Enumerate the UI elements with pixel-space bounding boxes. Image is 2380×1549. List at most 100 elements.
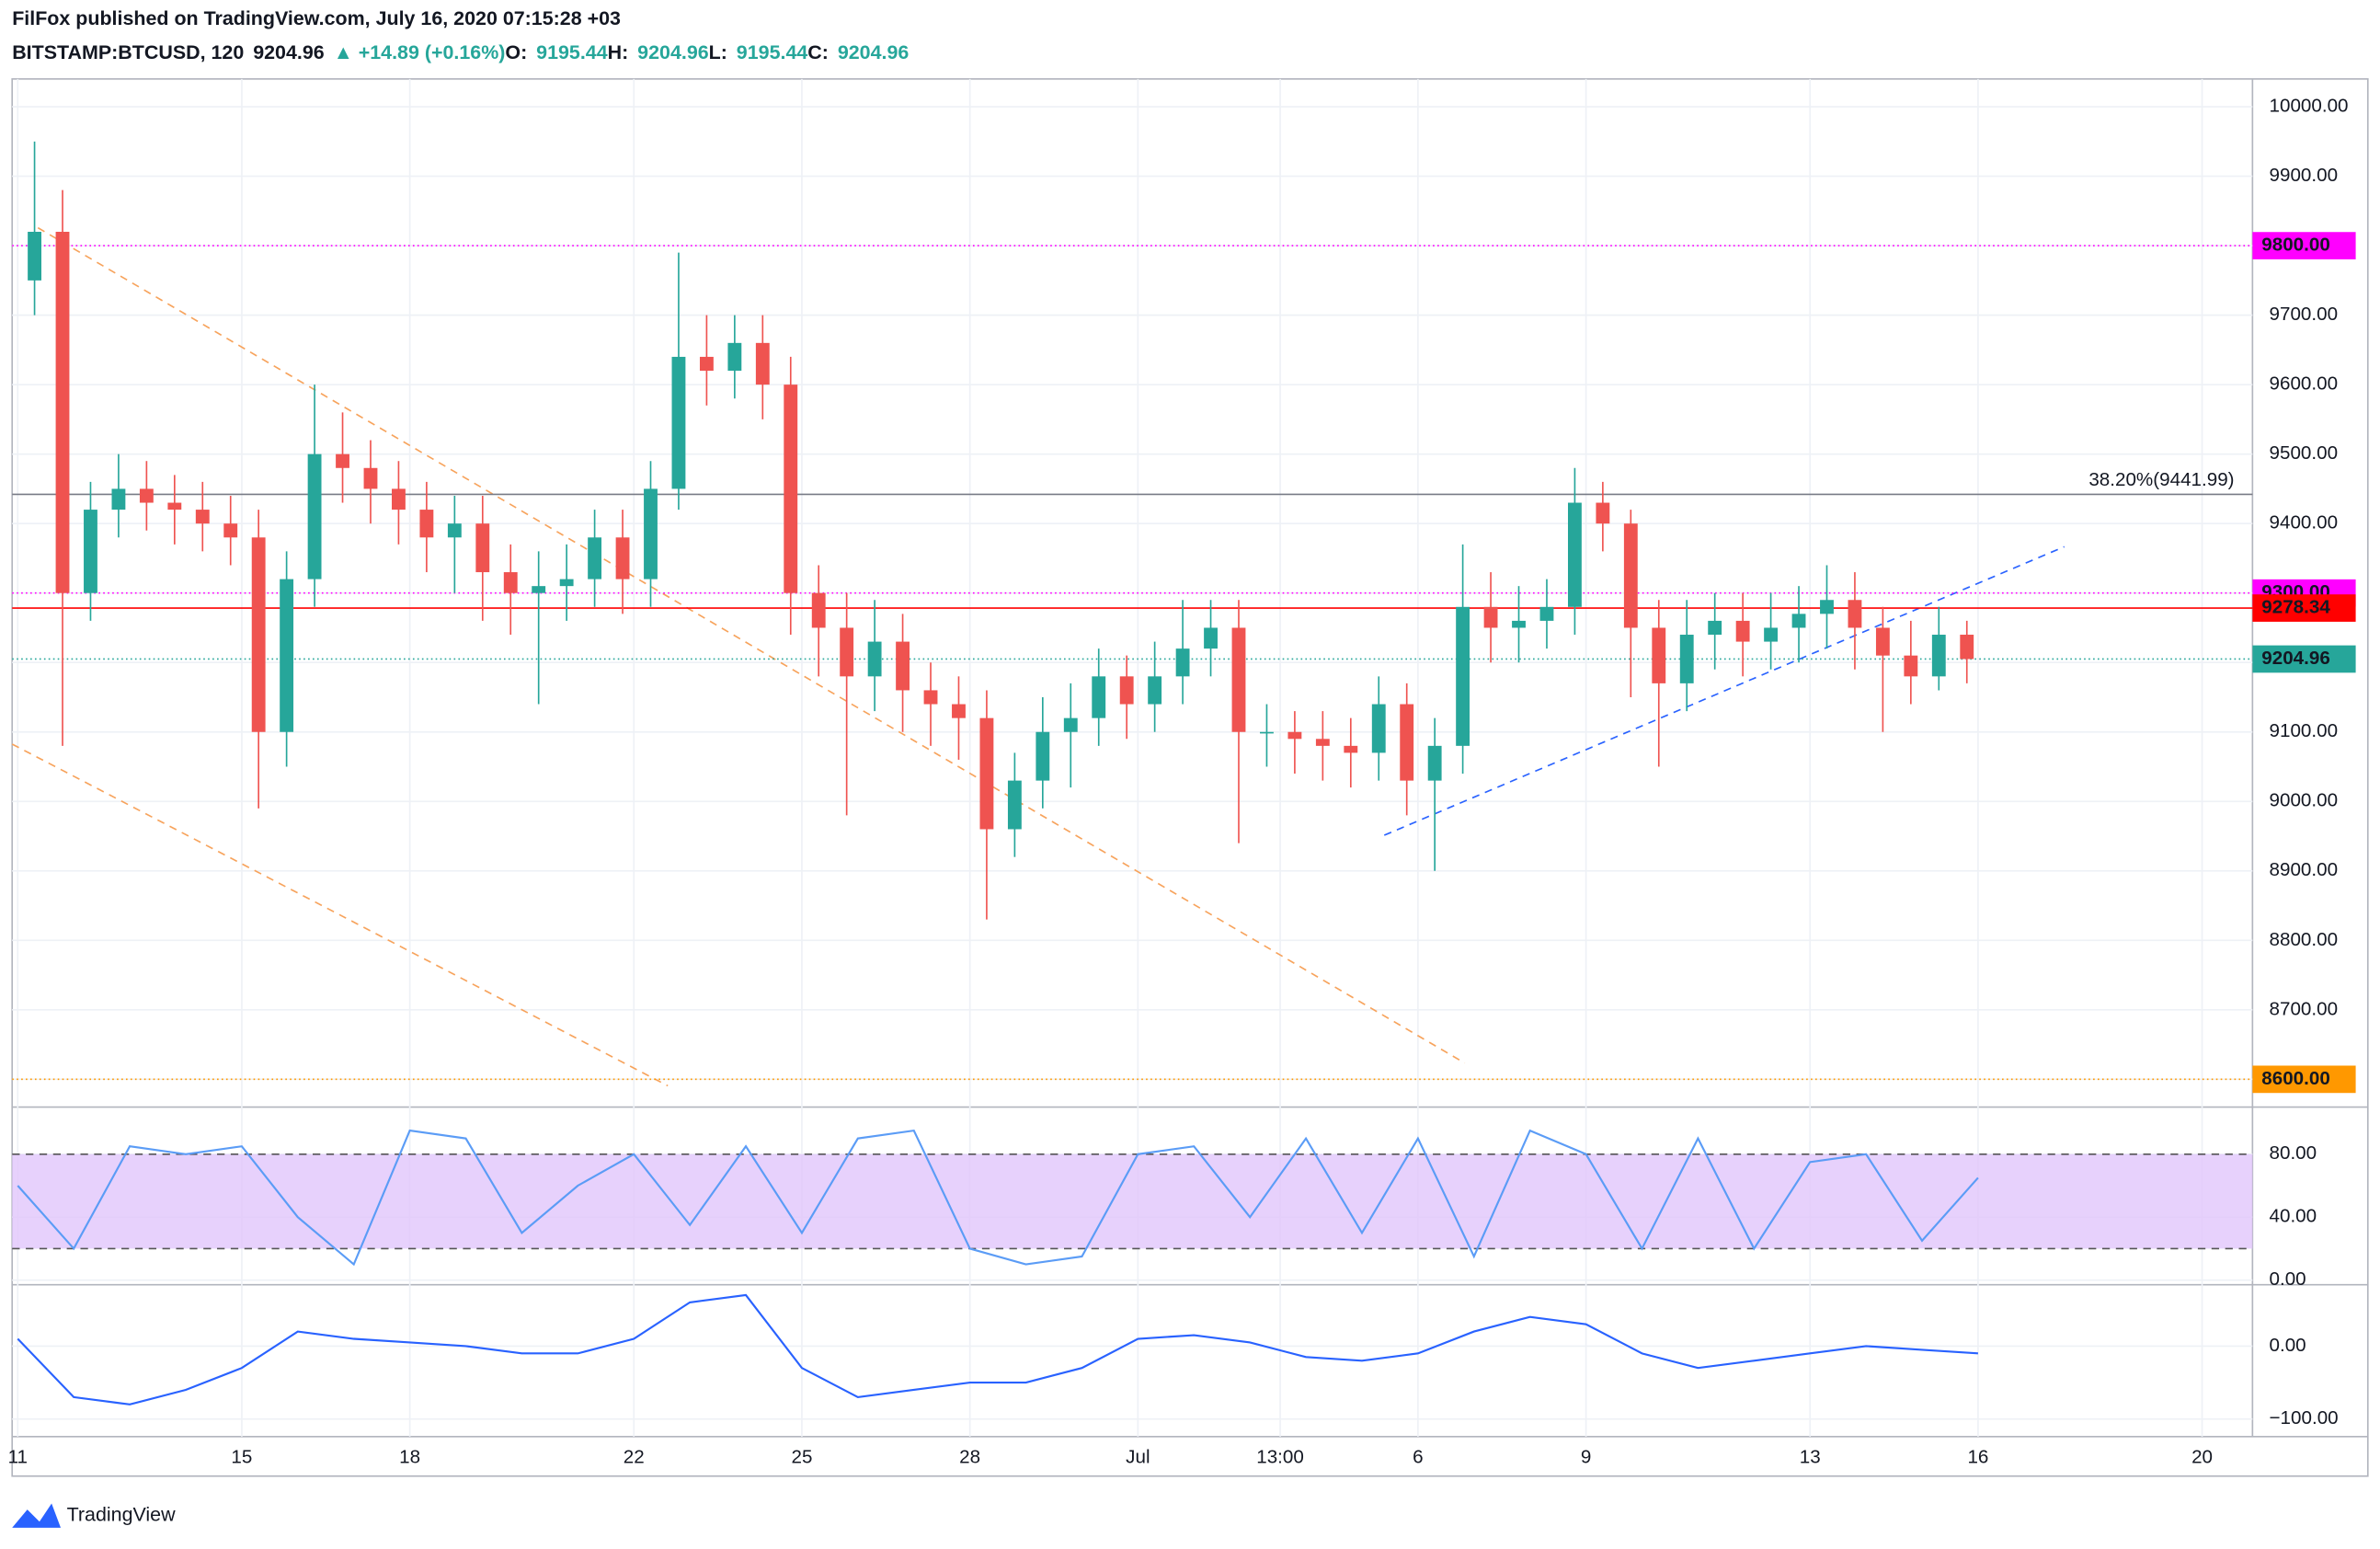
y-tick-label: 0.00 (2270, 1335, 2306, 1356)
trend-line (37, 226, 1466, 1064)
candle-body (644, 488, 658, 579)
header-segment: L: (709, 40, 727, 63)
candle-body (699, 356, 714, 372)
candle-body (840, 627, 854, 677)
header-segment: 9204.96 (253, 40, 325, 63)
candle-body (1652, 627, 1666, 683)
y-tick-label: 9500.00 (2270, 442, 2339, 464)
logo: TradingView (67, 1503, 176, 1525)
header-segment: ▲ +14.89 (+0.16%) (334, 40, 506, 63)
trend-line (1383, 545, 2065, 836)
header-segment: 9195.44 (737, 40, 808, 63)
y-tick-label: 80.00 (2270, 1142, 2317, 1164)
y-tick-label: 9000.00 (2270, 790, 2339, 811)
candle-body (392, 488, 406, 511)
candle-body (1119, 676, 1134, 705)
x-tick-label: 28 (959, 1446, 980, 1467)
macd-line (17, 1293, 1978, 1406)
y-tick-label: 8700.00 (2270, 998, 2339, 1019)
price-label: 9800.00 (2261, 235, 2330, 256)
candle-body (167, 502, 182, 511)
candle-body (1567, 502, 1582, 607)
price-label-bg (2252, 232, 2356, 259)
candle-body (811, 592, 826, 628)
candle-body (1007, 780, 1022, 830)
candle-body (55, 231, 70, 593)
candle-body (1315, 739, 1330, 746)
candle-body (1623, 523, 1638, 628)
candle-body (1820, 600, 1834, 614)
candle-body (1904, 655, 1918, 677)
y-tick-label: 8800.00 (2270, 929, 2339, 950)
y-tick-label: 8900.00 (2270, 859, 2339, 880)
candle-body (475, 523, 490, 573)
candle-body (1287, 731, 1302, 740)
x-tick-label: 22 (624, 1446, 645, 1467)
price-label-bg (2252, 645, 2356, 673)
candle-body (363, 467, 378, 489)
candle-body (1483, 606, 1498, 628)
stoch-band (12, 1153, 2253, 1249)
stoch-line (17, 1129, 1979, 1267)
candle-body (1791, 614, 1806, 628)
y-tick-label: 9900.00 (2270, 165, 2339, 186)
candle-body (615, 537, 630, 579)
y-tick-label: 0.00 (2270, 1268, 2306, 1290)
y-tick-label: 10000.00 (2270, 96, 2349, 117)
frame (11, 78, 2369, 1477)
candle-body (1596, 502, 1610, 524)
candle-body (1400, 704, 1414, 781)
candle-body (952, 704, 966, 718)
candle-body (503, 572, 518, 593)
price-label-bg (2252, 1065, 2356, 1094)
candle-body (1260, 731, 1274, 734)
x-tick-label: 11 (8, 1446, 28, 1467)
y-tick-label: 9100.00 (2270, 720, 2339, 741)
x-tick-label: 9 (1581, 1446, 1591, 1467)
x-tick-label: 18 (399, 1446, 420, 1467)
x-tick-label: 20 (2191, 1446, 2213, 1467)
header-segment: 9195.44 (536, 40, 608, 63)
candle-body (1148, 676, 1162, 705)
price-label: 9204.96 (2261, 648, 2330, 669)
candle-body (195, 510, 210, 524)
x-tick-label: 16 (1967, 1446, 1988, 1467)
candle-body (111, 488, 126, 511)
candle-body (979, 717, 994, 830)
candle-body (419, 510, 434, 538)
candle-body (336, 453, 349, 468)
candle-body (1764, 627, 1779, 642)
y-tick-label: −100.00 (2270, 1407, 2339, 1429)
candle-body (896, 641, 910, 691)
x-tick-label: Jul (1126, 1446, 1150, 1467)
candle-body (1036, 731, 1050, 781)
candle-body (588, 537, 602, 579)
candle-body (1092, 676, 1106, 718)
header-segment: 9204.96 (838, 40, 910, 63)
candle-body (1063, 717, 1078, 732)
logo-icon (12, 1503, 62, 1528)
symbol-line: BITSTAMP:BTCUSD, 120 9204.96 ▲ +14.89 (+0.… (12, 40, 909, 63)
candle-body (559, 579, 574, 587)
price-label: 9278.34 (2261, 597, 2330, 618)
candle-body (1231, 627, 1246, 732)
candle-body (671, 356, 686, 489)
candle-body (1875, 627, 1890, 656)
price-label: 8600.00 (2261, 1068, 2330, 1089)
candle-body (1539, 606, 1554, 621)
trend-line (11, 743, 669, 1087)
y-tick-label: 40.00 (2270, 1206, 2317, 1227)
candle-body (223, 523, 238, 538)
candle-body (1456, 606, 1470, 746)
candle-body (1427, 745, 1442, 781)
header-segment: O: (505, 40, 527, 63)
y-tick-label: 9600.00 (2270, 373, 2339, 395)
x-tick-label: 6 (1413, 1446, 1423, 1467)
candle-body (1679, 635, 1694, 683)
y-tick-label: 9400.00 (2270, 512, 2339, 534)
candle-body (923, 690, 938, 705)
header-segment: C: (807, 40, 829, 63)
